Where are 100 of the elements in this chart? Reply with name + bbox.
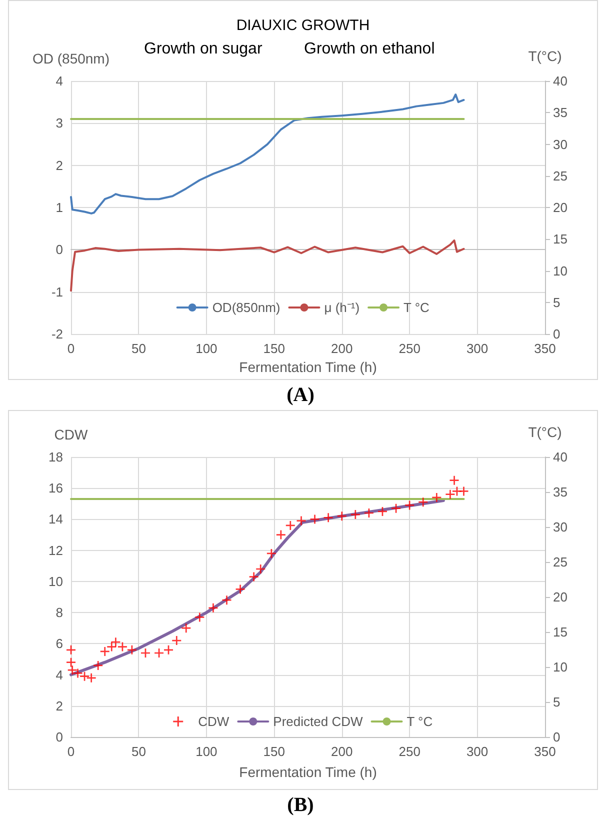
point	[337, 512, 346, 521]
text: (A)	[286, 383, 316, 408]
x-axis-title: Fermentation Time (h)	[239, 359, 377, 375]
point	[208, 603, 218, 612]
y-tick-label: 10	[48, 574, 63, 589]
point	[286, 520, 295, 530]
point	[324, 513, 333, 522]
y-tick-label: 18	[48, 450, 63, 464]
y2-tick-label: 25	[553, 168, 568, 184]
y2-tick-label: 40	[553, 450, 568, 464]
y2-tick-label: 40	[553, 74, 568, 88]
x-tick-label: 300	[466, 744, 488, 759]
point	[310, 514, 320, 524]
y-tick-label: 2	[56, 158, 63, 173]
x-tick-label: 250	[398, 341, 420, 356]
y2-tick-label: 0	[553, 326, 560, 342]
point	[432, 492, 442, 502]
x-tick-label: 0	[67, 341, 75, 356]
point	[80, 672, 90, 681]
point	[276, 530, 286, 540]
y2-tick-label: 20	[553, 200, 568, 216]
y2-tick-label: 10	[553, 263, 568, 278]
y2-axis-title: T(°C)	[528, 48, 562, 64]
point	[111, 638, 120, 647]
point	[418, 498, 428, 507]
y-tick-label: 16	[48, 480, 63, 496]
y-axis-title: OD (850nm)	[32, 50, 110, 66]
y2-tick-label: 5	[553, 694, 560, 710]
point	[222, 596, 232, 605]
legend-label: CDW	[198, 714, 230, 729]
x-tick-label: 100	[196, 744, 218, 759]
y-tick-label: 0	[56, 242, 63, 258]
point	[405, 500, 414, 510]
x-tick-label: 0	[67, 744, 75, 759]
y-tick-label: 0	[56, 730, 63, 744]
y-axis-title: CDW	[54, 426, 88, 442]
point	[392, 504, 401, 513]
point	[164, 645, 174, 654]
y2-tick-label: 35	[553, 105, 568, 120]
point	[73, 668, 82, 678]
x-tick-label: 350	[534, 341, 556, 356]
y2-tick-label: 30	[553, 136, 568, 152]
x-tick-label: 50	[131, 341, 146, 356]
y2-tick-label: 20	[553, 590, 568, 604]
point	[195, 612, 204, 622]
point	[68, 666, 77, 675]
point	[127, 645, 136, 654]
y2-tick-label: 25	[553, 554, 568, 570]
y-tick-label: 14	[48, 512, 63, 527]
legend-label: T °C	[406, 714, 433, 729]
legend-label: OD(850nm)	[212, 300, 280, 315]
line-series	[70, 94, 465, 214]
point	[450, 476, 459, 485]
y-tick-label: 2	[56, 698, 63, 714]
y2-tick-label: 15	[553, 624, 568, 640]
x-tick-label: 350	[534, 744, 556, 759]
x-tick-label: 150	[263, 341, 285, 356]
chart-title: DIAUXIC GROWTH	[236, 17, 370, 34]
point	[107, 642, 116, 652]
y2-tick-label: 5	[553, 294, 560, 310]
y-tick-label: 12	[48, 542, 63, 558]
point	[296, 516, 306, 526]
y-tick-label: 8	[56, 605, 63, 620]
point	[350, 510, 360, 520]
point	[172, 636, 182, 646]
y2-tick-label: 35	[553, 484, 568, 500]
x-tick-label: 200	[331, 341, 353, 356]
point	[182, 624, 191, 633]
x-tick-label: 250	[398, 744, 420, 759]
y2-tick-label: 10	[553, 660, 568, 674]
legend-label: T °C	[404, 300, 430, 315]
point	[249, 572, 258, 582]
x-tick-label: 50	[131, 744, 146, 759]
point	[256, 564, 266, 574]
legend-label: μ (h⁻¹)	[324, 300, 360, 315]
legend-label: Predicted CDW	[273, 714, 364, 729]
x-axis-title: Fermentation Time (h)	[239, 764, 377, 780]
point	[118, 642, 127, 652]
point	[86, 673, 96, 682]
text: Growth on ethanol	[304, 40, 435, 58]
point	[236, 584, 245, 594]
point	[446, 490, 455, 499]
y-tick-label: 6	[56, 636, 63, 652]
line-series	[70, 239, 465, 292]
point	[66, 658, 76, 667]
y-tick-label: 3	[56, 116, 63, 131]
point	[100, 646, 110, 656]
point	[66, 645, 76, 654]
y2-axis-title: T(°C)	[528, 424, 562, 440]
y-tick-label: 1	[56, 200, 63, 216]
y-tick-label: 4	[56, 667, 63, 682]
y2-tick-label: 15	[553, 232, 568, 247]
text: (B)	[286, 793, 315, 818]
y2-tick-label: 0	[553, 730, 560, 744]
text: Growth on sugar	[144, 40, 263, 58]
x-tick-label: 300	[466, 341, 488, 356]
y-tick-label: -2	[51, 326, 63, 342]
y-tick-label: 4	[56, 74, 63, 88]
x-tick-label: 100	[196, 341, 218, 356]
y-tick-label: -1	[51, 284, 63, 300]
